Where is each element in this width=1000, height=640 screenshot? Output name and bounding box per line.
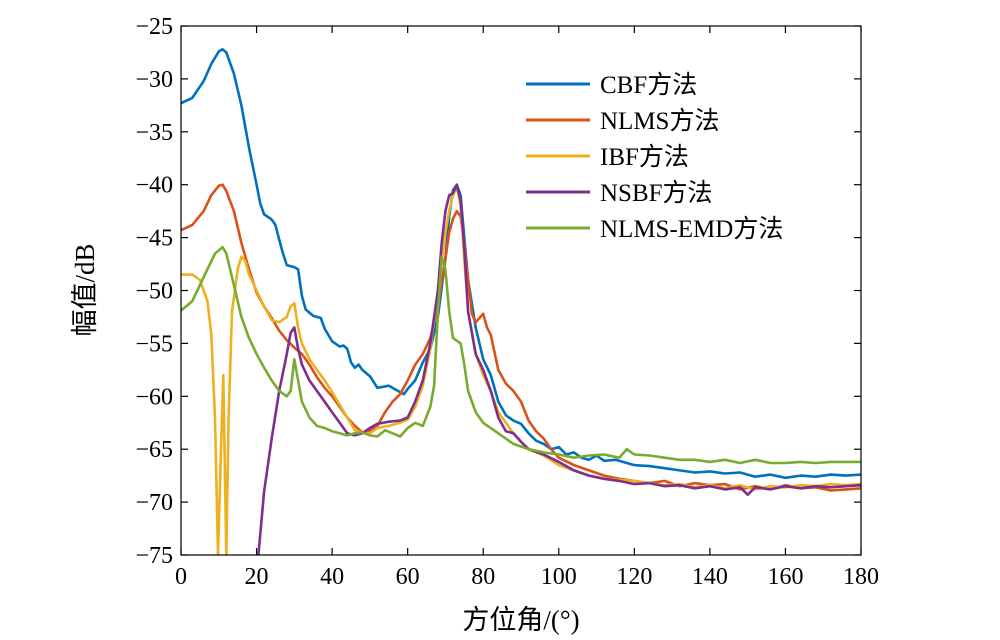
x-tick-label: 80: [471, 564, 495, 590]
y-tick-label: −25: [135, 14, 173, 40]
x-tick-label: 40: [320, 564, 344, 590]
y-tick-label: −65: [135, 437, 173, 463]
x-tick-label: 100: [541, 564, 577, 590]
x-tick-label: 0: [175, 564, 187, 590]
y-tick-label: −40: [135, 173, 173, 199]
y-tick-label: −35: [135, 120, 173, 146]
legend-label-1: CBF方法: [600, 71, 697, 99]
legend-label-5: NLMS-EMD方法: [600, 215, 783, 243]
y-tick-label: −75: [135, 543, 173, 569]
legend-label-2: NLMS方法: [600, 107, 719, 135]
legend: CBF方法 NLMS方法 IBF方法 NSBF方法 NLMS-EMD方法: [526, 71, 783, 243]
y-tick-label: −70: [135, 490, 173, 516]
x-tick-label: 180: [843, 564, 879, 590]
y-tick-label: −50: [135, 279, 173, 305]
y-tick-label: −45: [135, 226, 173, 252]
x-tick-label: 120: [616, 564, 652, 590]
y-axis-title: 幅值/dB: [70, 243, 100, 336]
plot-area: [181, 26, 861, 555]
x-tick-label: 20: [245, 564, 269, 590]
y-tick-label: −30: [135, 67, 173, 93]
legend-label-3: IBF方法: [600, 143, 689, 171]
x-axis: 0 20 40 60 80 100 120 140 160 180: [175, 26, 879, 590]
x-axis-title: 方位角/(°): [462, 605, 579, 635]
x-tick-label: 60: [396, 564, 420, 590]
series-layer: [181, 48, 861, 555]
x-tick-label: 140: [692, 564, 728, 590]
y-tick-label: −55: [135, 331, 173, 357]
x-tick-label: 160: [767, 564, 803, 590]
y-axis: −75 −70 −65 −60 −55 −50 −45 −40 −35 −30 −25: [135, 14, 861, 569]
legend-label-4: NSBF方法: [600, 179, 713, 207]
y-tick-label: −60: [135, 384, 173, 410]
series-line-4: [257, 183, 861, 555]
series-line-5: [181, 245, 861, 465]
